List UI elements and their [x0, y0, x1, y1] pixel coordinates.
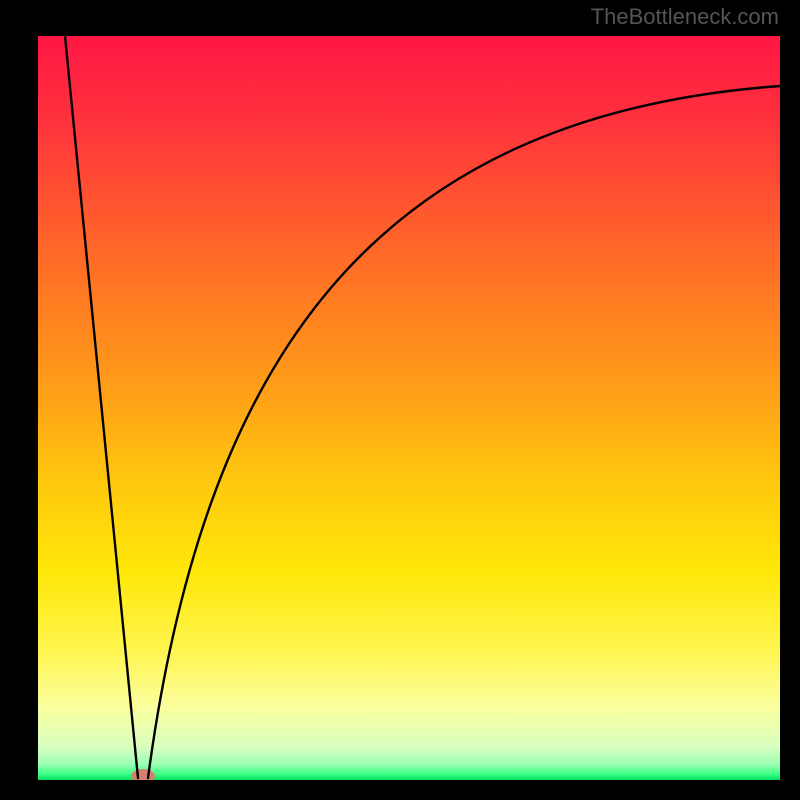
chart-container: TheBottleneck.com: [0, 0, 800, 800]
frame-bottom: [0, 780, 800, 800]
plot-area: [38, 36, 780, 780]
min-marker: [131, 769, 155, 780]
frame-right: [780, 0, 800, 800]
gradient-background: [38, 36, 780, 780]
watermark-text: TheBottleneck.com: [591, 4, 779, 30]
frame-left: [0, 0, 38, 800]
